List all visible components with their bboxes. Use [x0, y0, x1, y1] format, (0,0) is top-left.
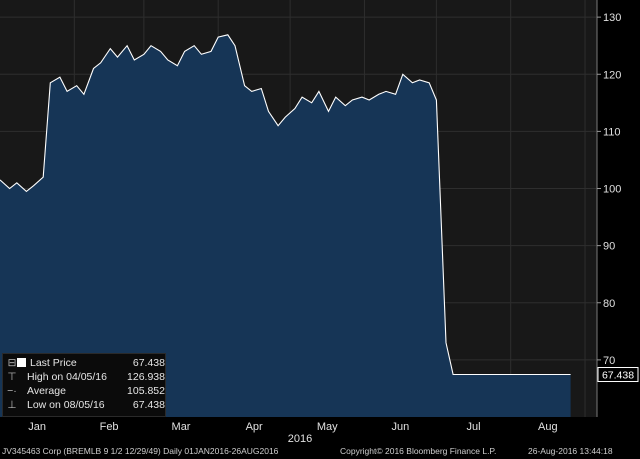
legend-label: Last Price [30, 357, 77, 369]
price-chart: 70 80 90 100 110 120 130 Jan Feb Mar Apr May Jun Jul… [0, 0, 639, 444]
y-tick-label: 90 [603, 241, 615, 253]
footer: JV345463 Corp (BREMLB 9 1/2 12/29/49) Da… [0, 444, 640, 459]
y-tick-label: 100 [603, 184, 621, 196]
x-tick-label: May [317, 421, 338, 433]
x-tick-label: Mar [172, 421, 191, 433]
copyright-text: Copyright© 2016 Bloomberg Finance L.P. [340, 446, 497, 456]
legend: ⊟ Last Price 67.438 ⊤ High on 04/05/16 12… [2, 353, 166, 417]
y-tick-label: 130 [603, 12, 621, 24]
average-marker-icon: −· [7, 385, 17, 397]
x-tick-label: Jul [466, 421, 480, 433]
legend-value: 105.852 [127, 385, 165, 397]
high-marker-icon: ⊤ [7, 371, 17, 383]
legend-label: Low on 08/05/16 [27, 399, 105, 411]
legend-label: Average [27, 385, 66, 397]
x-tick-label: Jun [392, 421, 410, 433]
last-value-label: 67.438 [602, 370, 634, 382]
price-line [0, 34, 571, 376]
legend-label: High on 04/05/16 [27, 371, 107, 383]
last-value-marker: 67.438 [597, 367, 639, 383]
x-tick-label: Feb [100, 421, 119, 433]
x-tick-label: Apr [246, 421, 263, 433]
collapse-icon[interactable]: ⊟ [7, 357, 17, 369]
legend-swatch [17, 358, 26, 367]
legend-value: 126.938 [127, 371, 165, 383]
price-area-fill [0, 34, 571, 418]
y-tick-label: 110 [603, 126, 621, 138]
legend-value: 67.438 [132, 357, 165, 369]
legend-item-low: ⊥ Low on 08/05/16 67.438 [7, 399, 165, 412]
x-axis-ticks: Jan Feb Mar Apr May Jun Jul Aug [28, 421, 557, 433]
legend-value: 67.438 [132, 399, 165, 411]
x-tick-label: Aug [538, 421, 558, 433]
timestamp: 26-Aug-2016 13:44:18 [528, 446, 613, 456]
x-axis-year-label: 2016 [288, 433, 312, 444]
legend-item-high: ⊤ High on 04/05/16 126.938 [7, 371, 165, 384]
y-tick-label: 80 [603, 298, 615, 310]
legend-item-last-price: ⊟ Last Price 67.438 [7, 357, 165, 370]
y-axis-ticks: 70 80 90 100 110 120 130 [597, 12, 621, 367]
y-tick-label: 120 [603, 69, 621, 81]
low-marker-icon: ⊥ [7, 399, 17, 411]
security-description: JV345463 Corp (BREMLB 9 1/2 12/29/49) Da… [2, 446, 279, 456]
y-tick-label: 70 [603, 355, 615, 367]
legend-item-average: −· Average 105.852 [7, 385, 165, 398]
x-tick-label: Jan [28, 421, 46, 433]
